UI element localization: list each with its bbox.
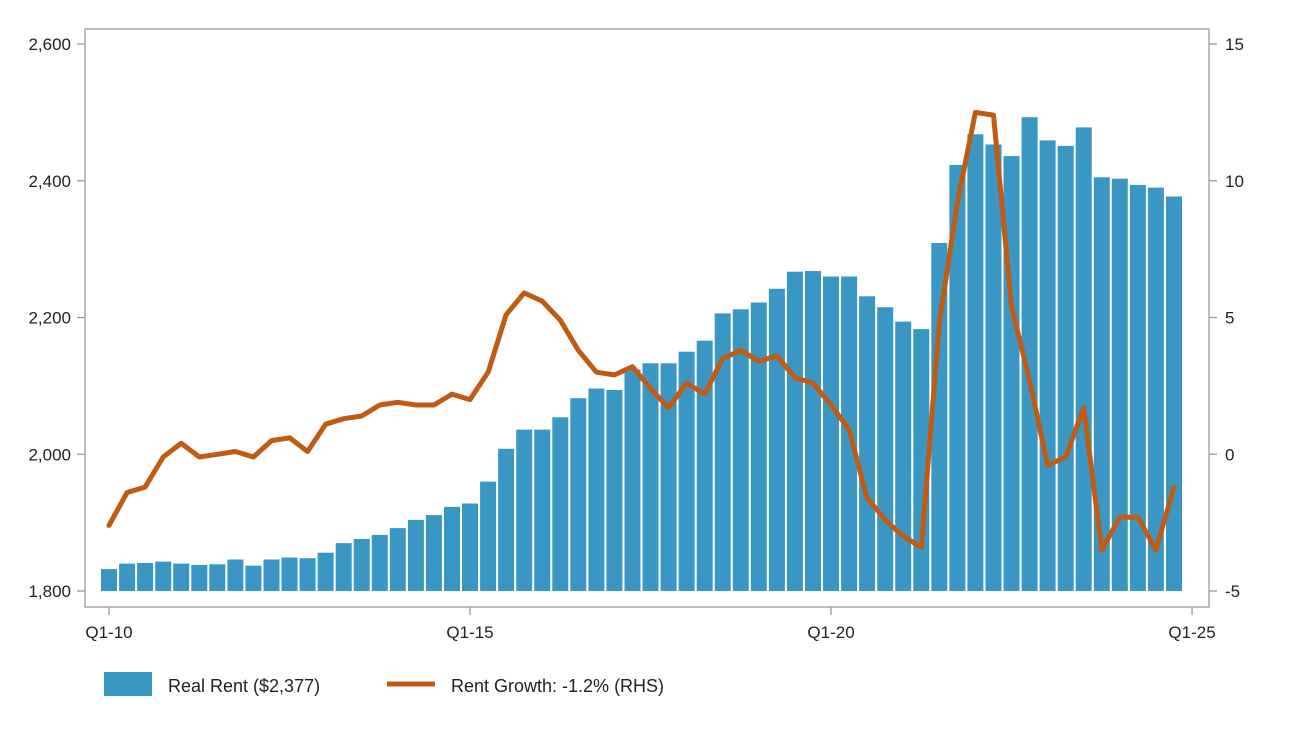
bar-real-rent (1039, 140, 1056, 591)
y-left-tick-label: 2,000 (28, 445, 71, 464)
y-right-tick-label: 15 (1225, 35, 1244, 54)
bar-real-rent (949, 165, 966, 591)
bar-real-rent (425, 515, 442, 591)
bar-real-rent (516, 429, 533, 591)
bar-real-rent (353, 539, 370, 591)
bar-real-rent (1057, 145, 1074, 591)
bar-real-rent (768, 288, 785, 591)
legend: Real Rent ($2,377) Rent Growth: -1.2% (R… (104, 672, 664, 696)
bar-real-rent (299, 558, 316, 591)
bar-real-rent (859, 296, 876, 591)
y-left-tick-label: 2,600 (28, 35, 71, 54)
bar-real-rent (407, 519, 424, 591)
y-right-tick-label: 0 (1225, 445, 1234, 464)
bar-real-rent (1147, 187, 1164, 591)
bar-real-rent (534, 429, 551, 591)
bar-real-rent (642, 363, 659, 591)
legend-label-rent-growth: Rent Growth: -1.2% (RHS) (451, 676, 664, 696)
bar-series (101, 117, 1182, 592)
y-left-tick-label: 2,400 (28, 172, 71, 191)
y-left-tick-label: 2,200 (28, 309, 71, 328)
bar-real-rent (317, 552, 334, 591)
y-axis-left: 1,800 2,000 2,200 2,400 2,600 (28, 35, 85, 601)
bar-real-rent (480, 481, 497, 591)
bar-real-rent (732, 309, 749, 591)
bar-real-rent (389, 528, 406, 591)
bar-real-rent (227, 559, 244, 591)
bar-real-rent (967, 134, 984, 592)
bar-real-rent (985, 144, 1002, 591)
bar-real-rent (714, 313, 731, 591)
x-tick-label: Q1-10 (85, 623, 132, 642)
bar-real-rent (263, 559, 280, 591)
bar-real-rent (444, 506, 460, 591)
bar-real-rent (877, 307, 894, 591)
bar-real-rent (281, 557, 298, 591)
x-tick-label: Q1-15 (446, 623, 493, 642)
bar-real-rent (119, 563, 136, 591)
y-right-tick-label: -5 (1225, 582, 1240, 601)
y-axis-right: -5 0 5 10 15 (1209, 35, 1244, 601)
bar-real-rent (1093, 177, 1110, 592)
bar-real-rent (805, 271, 821, 591)
y-right-tick-label: 10 (1225, 172, 1244, 191)
bar-real-rent (191, 565, 208, 591)
legend-label-real-rent: Real Rent ($2,377) (168, 676, 320, 696)
bar-real-rent (498, 448, 515, 591)
bar-real-rent (895, 321, 912, 591)
bar-real-rent (173, 563, 190, 591)
bar-real-rent (588, 388, 605, 591)
bar-real-rent (1075, 127, 1092, 592)
x-axis: Q1-10 Q1-15 Q1-20 Q1-25 (85, 607, 1216, 642)
bar-real-rent (606, 390, 623, 591)
bar-real-rent (1166, 196, 1182, 591)
bar-real-rent (552, 417, 569, 591)
bar-real-rent (209, 564, 226, 591)
bar-real-rent (931, 243, 948, 591)
rent-growth-line (106, 109, 1177, 553)
bar-real-rent (750, 302, 767, 591)
x-tick-label: Q1-25 (1168, 623, 1215, 642)
legend-swatch-real-rent (104, 672, 152, 696)
bar-real-rent (570, 398, 587, 591)
bar-real-rent (101, 569, 117, 591)
x-tick-label: Q1-20 (807, 623, 854, 642)
y-right-tick-label: 5 (1225, 309, 1234, 328)
bar-real-rent (1111, 178, 1128, 591)
bar-real-rent (786, 271, 803, 591)
bar-real-rent (624, 369, 641, 591)
bar-real-rent (660, 363, 677, 591)
bar-real-rent (371, 534, 388, 591)
bar-real-rent (1129, 184, 1146, 591)
bar-real-rent (823, 276, 839, 591)
bar-real-rent (335, 543, 352, 591)
bar-real-rent (137, 563, 154, 591)
bar-real-rent (155, 561, 172, 591)
bar-real-rent (245, 565, 262, 591)
bar-real-rent (462, 503, 478, 591)
bar-real-rent (678, 351, 695, 591)
y-left-tick-label: 1,800 (28, 582, 71, 601)
bar-real-rent (696, 340, 713, 591)
bar-real-rent (1021, 117, 1038, 591)
